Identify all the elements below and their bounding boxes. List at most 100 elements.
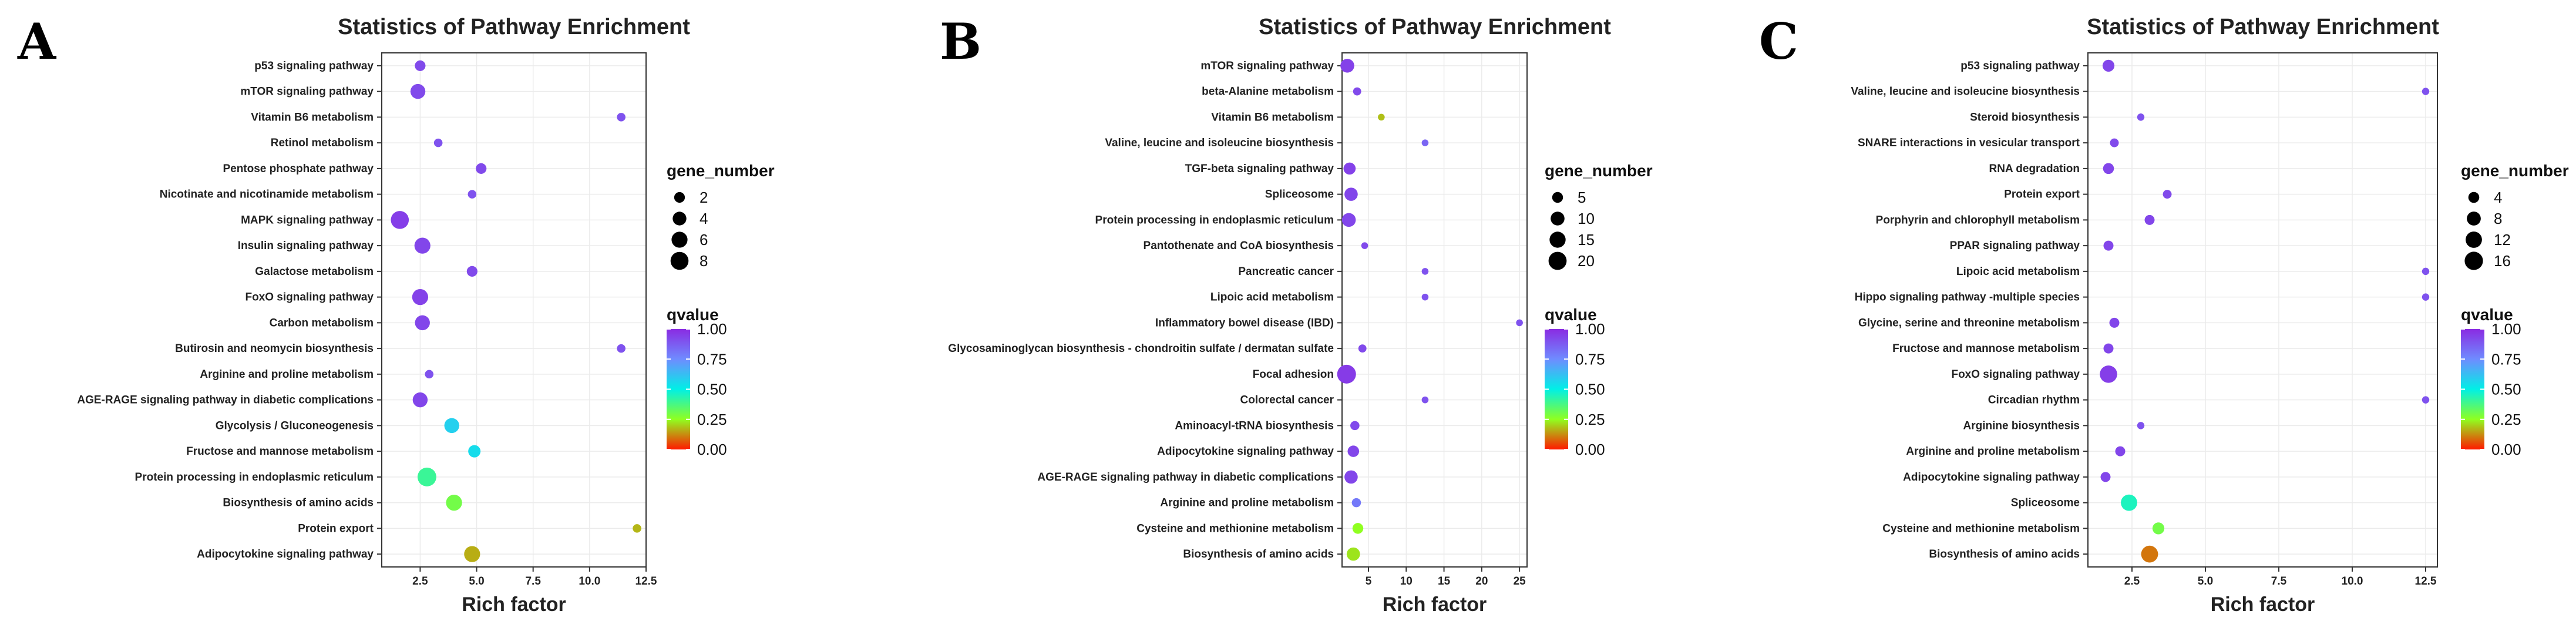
color-legend-title: qvalue: [2461, 306, 2513, 324]
y-tick-label: Vitamin B6 metabolism: [1211, 111, 1334, 123]
panel-b: B Statistics of Pathway Enrichment mTOR si…: [940, 12, 1653, 616]
color-legend-label: 1.00: [697, 320, 727, 338]
y-tick-label: TGF-beta signaling pathway: [1185, 163, 1334, 175]
size-legend-label: 12: [2494, 231, 2511, 249]
data-point: [476, 163, 487, 174]
data-point: [1344, 187, 1358, 201]
size-legend-dot: [670, 251, 689, 270]
y-tick-label: Inflammatory bowel disease (IBD): [1155, 317, 1334, 329]
data-point: [1343, 162, 1356, 175]
x-tick-label: 12.5: [2415, 575, 2437, 588]
data-point: [2422, 88, 2430, 95]
data-point: [1361, 242, 1368, 249]
y-tick-label: Steroid biosynthesis: [1970, 111, 2080, 123]
y-tick-label: Protein processing in endoplasmic reticu…: [1095, 214, 1334, 226]
data-point: [415, 315, 430, 331]
data-point: [2100, 472, 2111, 482]
data-point: [2121, 494, 2137, 511]
y-tick-label: Arginine and proline metabolism: [1160, 497, 1334, 509]
chart-title: Statistics of Pathway Enrichment: [1259, 15, 1611, 39]
color-legend-title: qvalue: [667, 306, 719, 324]
color-legend-label: 0.25: [2491, 411, 2521, 428]
size-legend: gene_number 2 4 6 8: [667, 162, 775, 270]
y-tick-label: Glycine, serine and threonine metabolism: [1858, 317, 2080, 329]
panel-label: B: [940, 12, 981, 71]
size-legend-dot: [1549, 231, 1566, 248]
data-point: [1358, 344, 1367, 353]
x-tick-label: 20: [1475, 575, 1488, 588]
y-tick-label: Biosynthesis of amino acids: [1183, 548, 1334, 560]
y-tick-label: Adipocytokine signaling pathway: [1157, 445, 1334, 458]
color-legend-label: 1.00: [2491, 320, 2521, 338]
panel-label: C: [1759, 12, 1798, 71]
data-point: [417, 467, 436, 486]
y-tick-label: Pantothenate and CoA biosynthesis: [1144, 240, 1334, 252]
data-point: [433, 138, 443, 147]
y-tick-label: Adipocytokine signaling pathway: [1903, 471, 2080, 484]
x-tick-label: 15: [1438, 575, 1451, 588]
y-tick-label: Hippo signaling pathway -multiple specie…: [1855, 291, 2080, 304]
size-legend: gene_number 5 10 15 20: [1545, 162, 1653, 270]
color-legend-label: 0.00: [2491, 441, 2521, 458]
data-point: [2422, 267, 2430, 276]
y-tick-label: Lipoic acid metabolism: [1210, 291, 1334, 304]
color-legend-label: 0.75: [2491, 350, 2521, 368]
data-point: [2141, 545, 2158, 563]
data-point: [410, 83, 426, 99]
color-legend-label: 0.75: [1575, 350, 1605, 368]
color-legend-label: 0.50: [2491, 381, 2521, 398]
size-legend: gene_number 4 8 12 16: [2461, 162, 2569, 270]
y-tick-label: Spliceosome: [2011, 497, 2080, 509]
data-point: [2144, 214, 2155, 225]
data-point: [1340, 59, 1354, 73]
size-legend-title: gene_number: [1545, 162, 1653, 180]
y-tick-label: Colorectal cancer: [1240, 394, 1334, 407]
color-legend-label: 0.25: [1575, 411, 1605, 428]
data-point: [425, 370, 434, 379]
y-tick-label: Fructose and mannose metabolism: [1892, 343, 2080, 355]
panel-a: A Statistics of Pathway Enrichment p53 sig…: [17, 12, 775, 616]
data-point: [1516, 319, 1523, 327]
color-legend-label: 0.75: [697, 350, 727, 368]
size-legend-dot: [2464, 251, 2483, 270]
data-point: [412, 392, 428, 408]
data-point: [444, 418, 459, 434]
color-legend-label: 1.00: [1575, 320, 1605, 338]
data-point: [2137, 113, 2145, 121]
data-point: [468, 190, 477, 199]
y-tick-label: Porphyrin and chlorophyll metabolism: [1876, 214, 2080, 226]
x-axis-title: Rich factor: [2211, 593, 2315, 616]
color-legend-label: 0.00: [1575, 441, 1605, 458]
data-point: [2115, 446, 2126, 456]
data-point: [1337, 364, 1356, 384]
data-point: [1344, 470, 1358, 484]
y-tick-label: RNA degradation: [1989, 163, 2080, 175]
data-point: [1421, 139, 1429, 146]
size-legend-dot: [2468, 192, 2480, 203]
size-legend-label: 6: [700, 231, 708, 249]
data-point: [2109, 317, 2120, 328]
y-tick-label: AGE-RAGE signaling pathway in diabetic c…: [77, 394, 374, 407]
y-tick-label: Insulin signaling pathway: [238, 240, 374, 252]
y-tick-label: Valine, leucine and isoleucine biosynthe…: [1105, 137, 1334, 149]
y-tick-label: PPAR signaling pathway: [1950, 240, 2080, 252]
data-point: [1350, 421, 1360, 431]
data-point: [2422, 396, 2430, 404]
y-tick-label: Arginine and proline metabolism: [1906, 445, 2080, 458]
gridlines: [1342, 53, 1527, 567]
size-legend-label: 8: [2494, 210, 2502, 227]
panel-c: C Statistics of Pathway Enrichment p53 sig…: [1759, 12, 2569, 616]
y-tick-label: Nicotinate and nicotinamide metabolism: [160, 189, 374, 201]
x-tick-label: 7.5: [525, 575, 541, 588]
data-point: [412, 289, 428, 306]
plot-frame: [2087, 52, 2438, 568]
data-point: [2163, 190, 2172, 199]
y-tick-label: Vitamin B6 metabolism: [251, 111, 374, 123]
y-tick-label: Carbon metabolism: [270, 317, 374, 329]
color-legend-label: 0.50: [697, 381, 727, 398]
data-point: [2100, 365, 2117, 383]
data-point: [446, 495, 462, 511]
